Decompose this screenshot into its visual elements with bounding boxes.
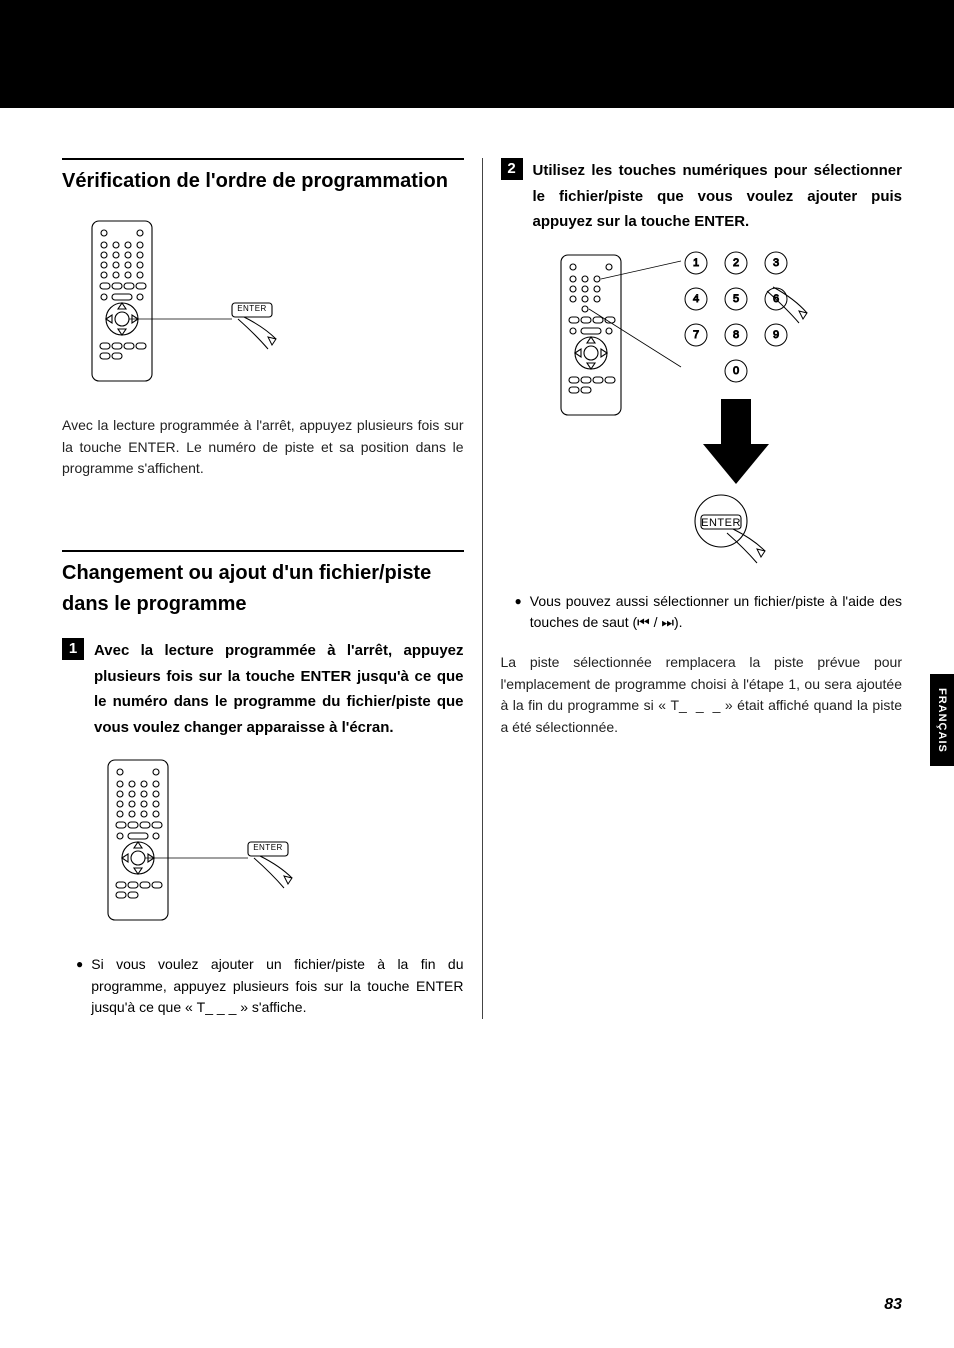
- page-content: Vérification de l'ordre de programmation: [0, 108, 954, 1019]
- left-column: Vérification de l'ordre de programmation: [62, 158, 483, 1019]
- enter-label-2: ENTER: [253, 843, 283, 852]
- enter-label-1: ENTER: [237, 304, 267, 313]
- step-1-number: 1: [62, 638, 84, 660]
- key-4: 4: [693, 293, 699, 305]
- key-9: 9: [773, 329, 779, 341]
- section-change-title: Changement ou ajout d'un fichier/piste d…: [62, 550, 464, 620]
- right-column: 2 Utilisez les touches numériques pour s…: [483, 158, 903, 1019]
- step-2-number: 2: [501, 158, 523, 180]
- key-3: 3: [773, 257, 779, 269]
- figure-numeric-enter: 1 2 3 4 5 6 7 8 9 0: [501, 249, 903, 569]
- key-1: 1: [693, 257, 699, 269]
- header-black-band: [0, 0, 954, 108]
- section-verify-body: Avec la lecture programmée à l'arrêt, ap…: [62, 415, 464, 480]
- left-bullet-text: Si vous voulez ajouter un fichier/piste …: [91, 954, 463, 1019]
- section-verify-title: Vérification de l'ordre de programmation: [62, 158, 464, 197]
- figure-remote-enter-2: ENTER: [98, 754, 464, 934]
- right-bullet: ● Vous pouvez aussi sélectionner un fich…: [501, 591, 903, 634]
- key-8: 8: [733, 329, 739, 341]
- left-bullet: ● Si vous voulez ajouter un fichier/pist…: [62, 954, 464, 1019]
- key-2: 2: [733, 257, 739, 269]
- step-2-text: Utilisez les touches numériques pour sél…: [533, 158, 903, 235]
- page-number: 83: [884, 1296, 902, 1314]
- bullet-icon: ●: [76, 954, 83, 1019]
- right-body: La piste sélectionnée remplacera la pist…: [501, 652, 903, 739]
- right-bullet-text: Vous pouvez aussi sélectionner un fichie…: [530, 591, 902, 634]
- language-tab: FRANÇAIS: [930, 674, 954, 766]
- bullet-icon: ●: [515, 591, 522, 634]
- figure-remote-enter-1: ENTER: [82, 215, 464, 395]
- key-5: 5: [733, 293, 739, 305]
- step-1: 1 Avec la lecture programmée à l'arrêt, …: [62, 638, 464, 740]
- enter-label-3: ENTER: [701, 517, 741, 529]
- key-7: 7: [693, 329, 699, 341]
- step-2: 2 Utilisez les touches numériques pour s…: [501, 158, 903, 235]
- step-1-text: Avec la lecture programmée à l'arrêt, ap…: [94, 638, 464, 740]
- key-0: 0: [733, 365, 739, 377]
